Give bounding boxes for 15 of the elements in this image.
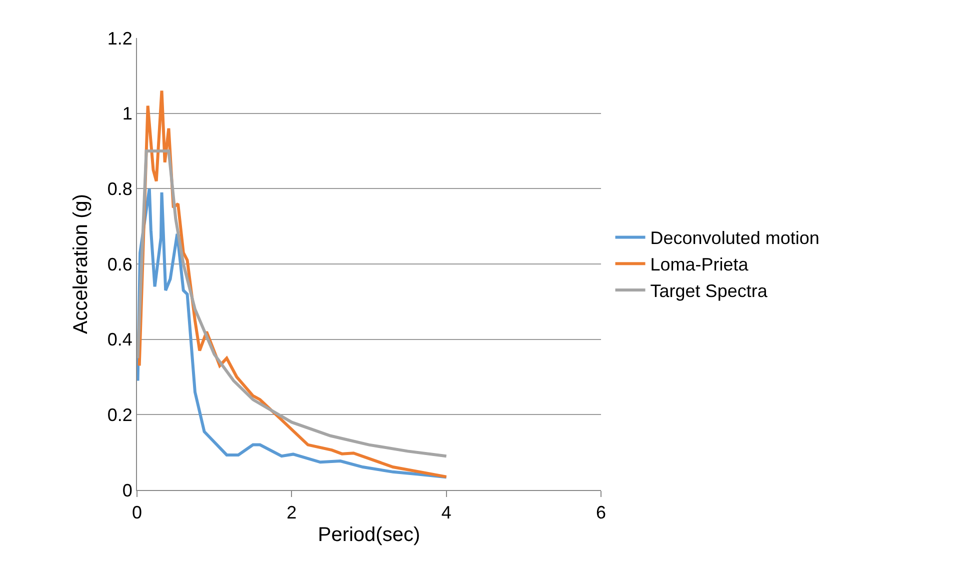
legend-label: Deconvoluted motion xyxy=(650,228,820,248)
x-tick-label: 2 xyxy=(286,502,297,523)
x-tick-label: 6 xyxy=(596,502,606,523)
y-tick-label: 0.8 xyxy=(107,178,132,199)
y-tick-label: 0.6 xyxy=(107,254,132,274)
y-tick-label: 1 xyxy=(122,104,132,124)
y-tick-label: 0 xyxy=(122,480,132,500)
y-tick-label: 0.2 xyxy=(107,404,132,425)
x-axis-title: Period(sec) xyxy=(318,524,420,546)
x-tick-label: 4 xyxy=(441,502,452,523)
legend-label: Loma-Prieta xyxy=(650,254,750,275)
y-tick-label: 0.4 xyxy=(107,330,132,350)
y-axis-title: Acceleration (g) xyxy=(70,194,92,334)
legend-label: Target Spectra xyxy=(650,281,768,302)
y-tick-label: 1.2 xyxy=(107,28,132,48)
